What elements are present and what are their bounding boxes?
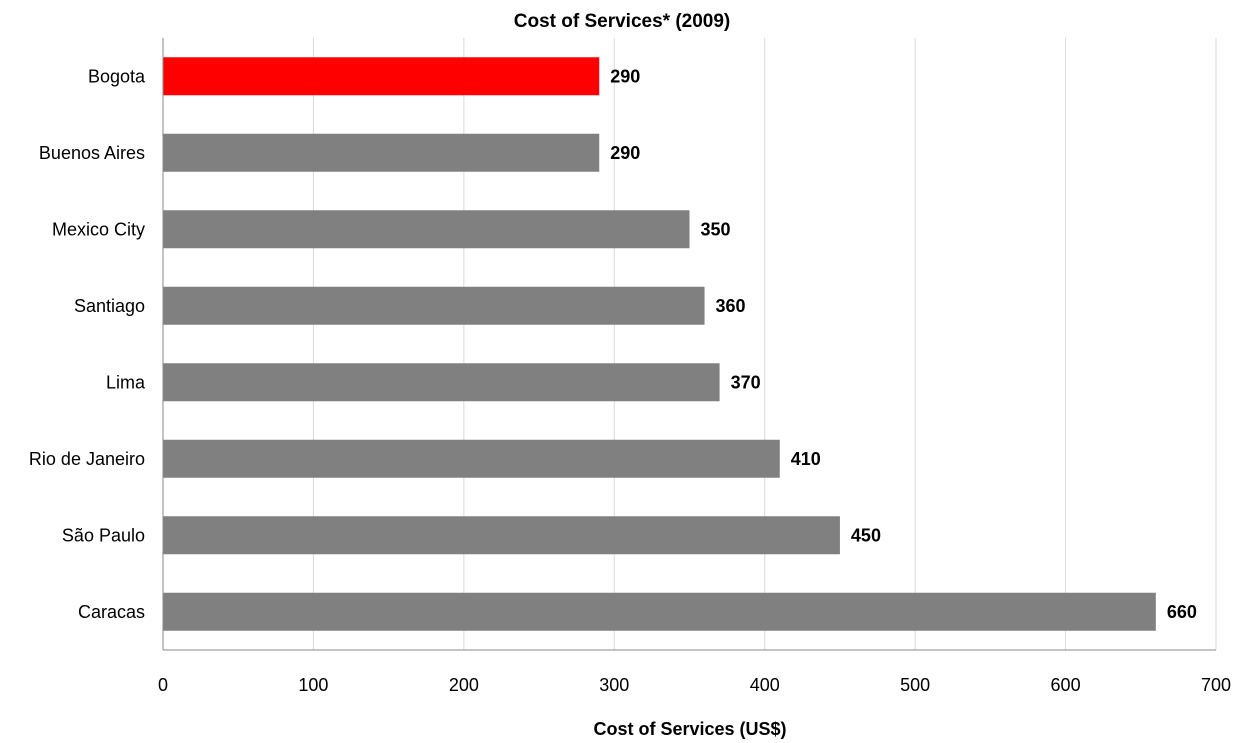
category-label: Santiago xyxy=(74,296,145,316)
category-label: São Paulo xyxy=(62,525,145,545)
gridlines xyxy=(312,38,1217,650)
data-label: 370 xyxy=(731,372,761,392)
data-label: 410 xyxy=(791,449,821,469)
x-tick-label: 700 xyxy=(1201,675,1231,695)
x-tick-label: 0 xyxy=(158,675,168,695)
axes xyxy=(162,38,1216,651)
bar xyxy=(163,210,690,249)
data-label: 290 xyxy=(610,143,640,163)
bar xyxy=(163,133,600,172)
x-tick-label: 400 xyxy=(750,675,780,695)
data-label: 350 xyxy=(701,219,731,239)
data-label: 290 xyxy=(610,66,640,86)
labels: 0 100 200 300 400 500 600 700 Bogota 290 Buenos Ai… xyxy=(29,66,1231,695)
chart-title: Cost of Services* (2009) xyxy=(514,11,731,32)
bar xyxy=(163,57,600,96)
bar xyxy=(163,439,780,478)
x-axis-title: Cost of Services (US$) xyxy=(593,719,786,739)
data-label: 450 xyxy=(851,525,881,545)
category-label: Rio de Janeiro xyxy=(29,449,145,469)
bar xyxy=(163,286,705,325)
x-tick-label: 200 xyxy=(449,675,479,695)
bars xyxy=(163,57,1156,631)
x-tick-label: 600 xyxy=(1051,675,1081,695)
category-label: Lima xyxy=(106,372,146,392)
bar xyxy=(163,592,1156,631)
data-label: 360 xyxy=(716,296,746,316)
bar xyxy=(163,516,840,555)
x-tick-label: 500 xyxy=(900,675,930,695)
bar xyxy=(163,363,720,402)
category-label: Buenos Aires xyxy=(39,143,145,163)
data-label: 660 xyxy=(1167,602,1197,622)
category-label: Bogota xyxy=(88,66,146,86)
category-label: Mexico City xyxy=(52,219,145,239)
category-label: Caracas xyxy=(78,602,145,622)
x-tick-label: 300 xyxy=(599,675,629,695)
x-tick-label: 100 xyxy=(298,675,328,695)
